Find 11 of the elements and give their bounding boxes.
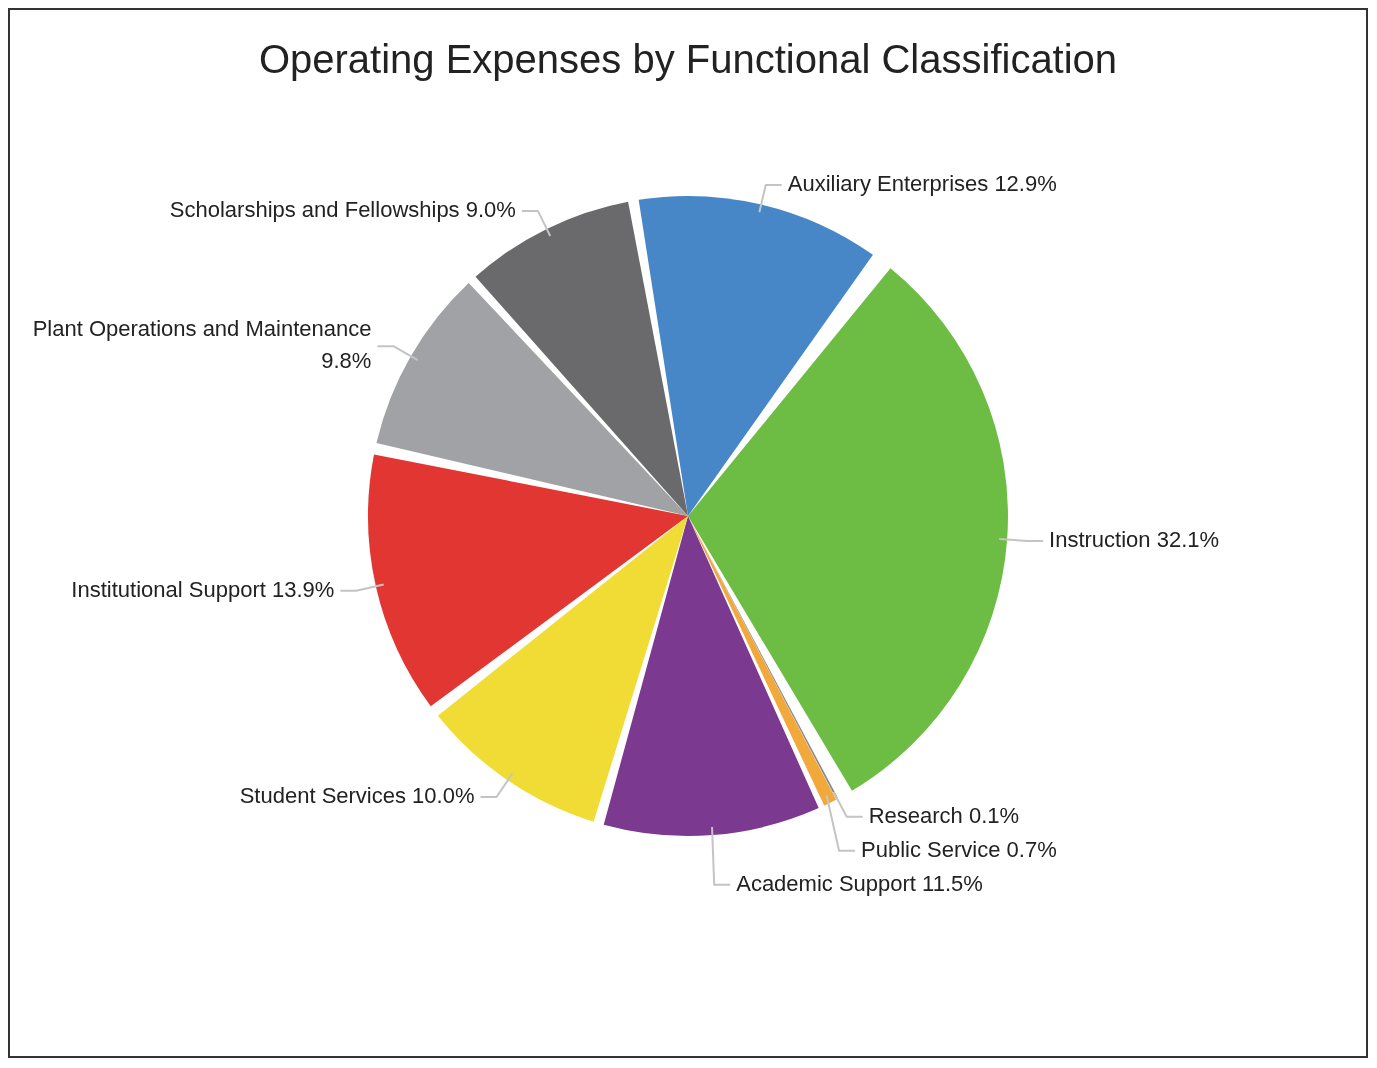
slice-label: Scholarships and Fellowships 9.0% — [169, 196, 516, 222]
chart-title: Operating Expenses by Functional Classification — [258, 37, 1118, 82]
data-label: 9.8% — [321, 348, 372, 374]
slice-label: Research 0.1% — [868, 802, 1020, 828]
slice-label: Institutional Support 13.9% — [71, 576, 335, 602]
slice-label: Academic Support 11.5% — [736, 870, 983, 896]
slice-label: Student Services 10.0% — [239, 783, 475, 808]
slice-label: Plant Operations and Maintenance — [32, 316, 372, 342]
slice-label: Public Service 0.7% — [861, 836, 1057, 862]
slice-label: Auxiliary Enterprises 12.9% — [787, 171, 1057, 197]
slice-label: Instruction 32.1% — [1049, 527, 1220, 553]
